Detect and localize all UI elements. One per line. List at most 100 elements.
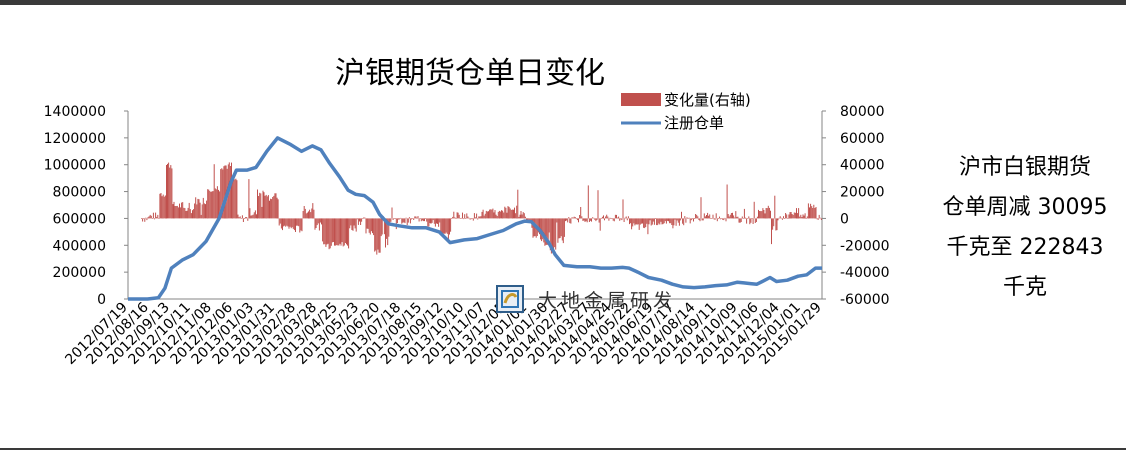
change-bar: [372, 218, 373, 234]
chart-title: 沪银期货仓单日变化: [335, 56, 605, 91]
change-bar: [399, 218, 401, 220]
change-bar: [658, 218, 660, 224]
change-bar: [533, 218, 535, 237]
change-bar: [430, 218, 432, 224]
change-bar: [257, 189, 258, 219]
change-bar: [697, 216, 699, 219]
change-bar: [380, 218, 382, 237]
change-bar: [503, 212, 505, 219]
change-bar: [419, 218, 421, 219]
change-bar: [774, 195, 776, 219]
change-bar: [239, 216, 241, 219]
change-bar: [508, 206, 510, 219]
change-bar: [434, 218, 436, 227]
change-bar: [485, 210, 487, 219]
change-bar: [292, 218, 294, 229]
change-bar: [803, 215, 805, 219]
change-bar: [306, 212, 308, 219]
change-bar: [458, 214, 460, 219]
change-bar: [199, 202, 201, 219]
change-bar: [329, 218, 331, 249]
change-bar: [688, 217, 690, 219]
change-bar: [556, 218, 558, 223]
change-bar: [629, 218, 630, 225]
change-bar: [229, 166, 231, 219]
change-bar: [156, 216, 158, 219]
change-bar: [247, 218, 249, 221]
change-bar: [149, 214, 151, 219]
change-bar: [391, 207, 393, 219]
change-bar: [338, 218, 340, 246]
change-bar: [745, 217, 746, 219]
plot-area: 1400000120000010000008000006000004000002…: [44, 104, 890, 368]
change-bar: [312, 203, 314, 219]
change-bar: [727, 214, 729, 219]
change-bar: [432, 218, 434, 221]
change-bar: [231, 162, 232, 219]
change-bar: [343, 218, 345, 246]
change-bar: [152, 212, 154, 219]
change-bar: [765, 208, 767, 219]
change-bar: [710, 218, 712, 219]
change-bar: [506, 212, 508, 219]
right-axis-tick-label: 0: [840, 211, 849, 227]
change-bar: [375, 218, 377, 251]
change-bar: [403, 218, 405, 223]
change-bar: [753, 201, 755, 219]
right-axis-tick-label: 80000: [840, 104, 885, 120]
change-bar: [739, 218, 741, 223]
change-bar: [524, 216, 526, 219]
side-note-line-1: 沪市白银期货: [958, 155, 1091, 180]
change-bar: [186, 210, 188, 219]
watermark-text: 大地金属研发: [538, 289, 677, 312]
change-bar: [544, 218, 546, 246]
change-bar: [714, 218, 716, 220]
left-axis-tick-label: 1000000: [44, 158, 106, 174]
change-bar: [173, 201, 175, 219]
change-bar: [552, 218, 553, 250]
change-bar: [447, 218, 449, 240]
change-bar: [569, 218, 571, 224]
change-bar: [586, 218, 588, 223]
change-bar: [623, 218, 625, 222]
change-bar: [440, 218, 442, 234]
change-bar: [713, 218, 715, 220]
change-bar: [766, 208, 768, 219]
change-bar: [681, 211, 682, 219]
watermark: 大地金属研发: [496, 284, 676, 314]
change-bar: [743, 208, 745, 219]
change-bar: [467, 216, 469, 219]
change-bar: [606, 214, 608, 219]
change-bar: [159, 193, 161, 219]
change-bar: [353, 218, 355, 226]
change-bar: [575, 218, 577, 219]
change-bar: [684, 216, 686, 219]
change-bar: [318, 218, 320, 231]
change-bar: [483, 215, 485, 219]
left-axis-tick-label: 400000: [53, 238, 106, 254]
change-bar: [445, 218, 447, 233]
legend-swatch-bar: [621, 93, 661, 106]
change-bar: [505, 207, 507, 219]
change-bar: [645, 218, 647, 227]
change-bar: [174, 206, 176, 219]
change-bar: [674, 218, 676, 220]
change-bar: [344, 218, 346, 243]
change-bar: [639, 218, 641, 225]
change-bar: [749, 218, 751, 225]
change-bar: [452, 216, 454, 219]
change-bar: [562, 218, 564, 244]
change-bar: [326, 218, 328, 245]
change-bar: [351, 218, 353, 230]
change-bar: [554, 218, 556, 248]
change-bar: [232, 179, 234, 219]
change-bar: [180, 207, 182, 219]
change-bar: [223, 166, 225, 219]
change-bar: [264, 195, 266, 219]
change-bar: [405, 217, 407, 219]
change-bar: [492, 208, 494, 219]
change-bar: [566, 218, 568, 221]
change-bar: [553, 218, 555, 254]
change-bar: [413, 218, 415, 220]
change-bar: [258, 196, 260, 219]
